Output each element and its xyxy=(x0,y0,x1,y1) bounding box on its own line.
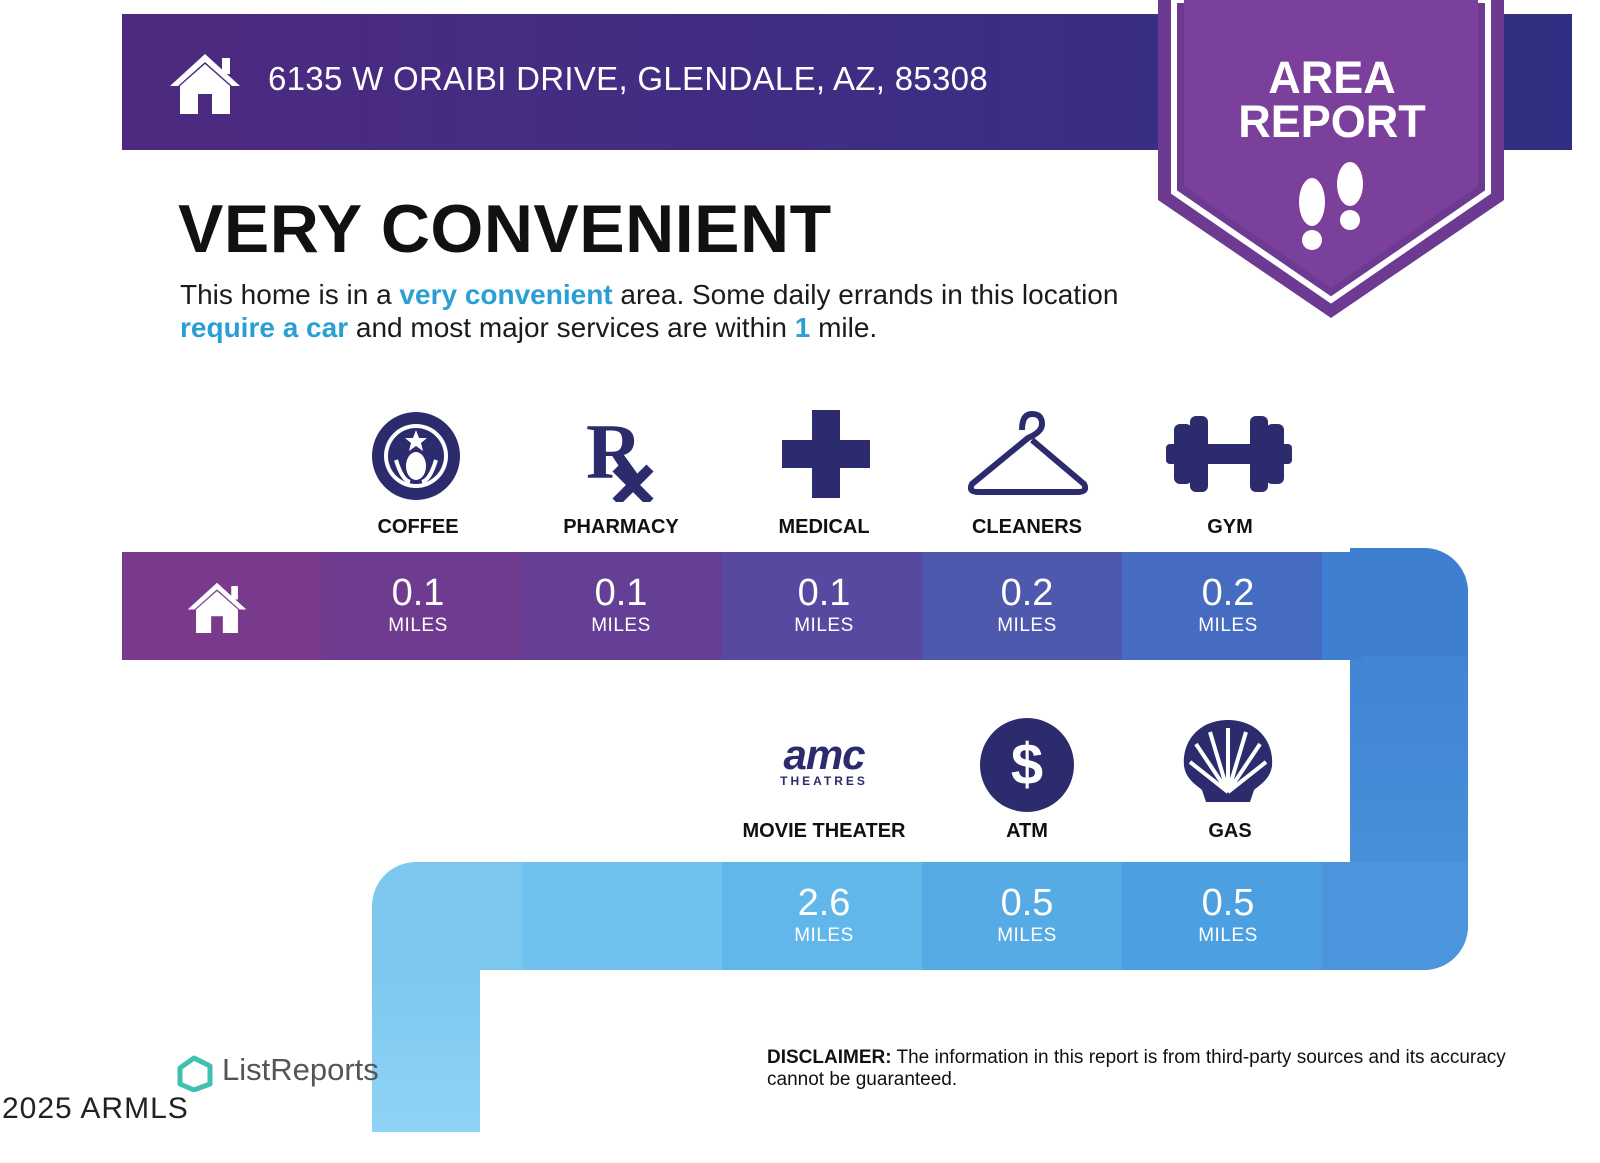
convenience-description: This home is in a very convenient area. … xyxy=(180,278,1180,344)
distance-cell xyxy=(722,862,922,970)
distance-value-gas: 0.5 xyxy=(1201,882,1255,924)
starbucks-logo-icon xyxy=(372,412,460,500)
rx-icon: R xyxy=(586,410,654,502)
footprints-icon xyxy=(1299,162,1363,250)
distance-unit: MILES xyxy=(388,615,448,636)
dollar-icon: $ xyxy=(980,718,1074,812)
area-report-title: AREA REPORT xyxy=(1172,52,1492,147)
convenience-rating: VERY CONVENIENT xyxy=(178,191,832,267)
badge-line1: AREA xyxy=(1268,52,1396,103)
hanger-icon xyxy=(967,411,1089,495)
distance-value-pharmacy: 0.1 xyxy=(594,572,648,614)
distance-cell xyxy=(922,862,1122,970)
distance-unit: MILES xyxy=(794,925,854,946)
distance-value-coffee: 0.1 xyxy=(391,572,445,614)
desc-highlight: 1 xyxy=(794,312,811,343)
distance-unit: MILES xyxy=(1198,925,1258,946)
disclaimer: DISCLAIMER: The information in this repo… xyxy=(767,1047,1527,1091)
area-report-badge xyxy=(1158,0,1504,318)
dumbbell-icon xyxy=(1166,416,1292,492)
home-icon xyxy=(170,54,240,114)
path-corner xyxy=(1350,548,1468,656)
disclaimer-label: DISCLAIMER: xyxy=(767,1047,892,1068)
distance-cell xyxy=(722,552,922,660)
amenity-label-gas: GAS xyxy=(1208,820,1252,842)
distance-cell xyxy=(1122,552,1322,660)
distance-cell xyxy=(522,552,722,660)
amenity-label-movie-theater: MOVIE THEATER xyxy=(742,820,906,842)
distance-value-cleaners: 0.2 xyxy=(1000,572,1054,614)
distance-value-gym: 0.2 xyxy=(1201,572,1255,614)
distance-unit: MILES xyxy=(997,925,1057,946)
medical-cross-icon xyxy=(782,410,870,498)
desc-highlight: very convenient xyxy=(399,279,613,310)
amenity-label-coffee: COFFEE xyxy=(377,516,459,538)
distance-cell xyxy=(922,552,1122,660)
amenity-label-gym: GYM xyxy=(1207,516,1253,538)
distance-unit: MILES xyxy=(1198,615,1258,636)
distance-cell xyxy=(322,552,522,660)
distance-cell xyxy=(1322,552,1362,660)
path-corner xyxy=(1322,862,1468,970)
desc-text: This home is in a xyxy=(180,279,400,310)
amenity-label-atm: ATM xyxy=(1006,820,1048,842)
badge-line2: REPORT xyxy=(1238,96,1426,147)
distance-value-atm: 0.5 xyxy=(1000,882,1054,924)
amenity-label-pharmacy: PHARMACY xyxy=(563,516,679,538)
distance-unit: MILES xyxy=(997,615,1057,636)
distance-value-medical: 0.1 xyxy=(797,572,851,614)
path-connector xyxy=(372,970,480,1132)
path-corner xyxy=(372,862,522,970)
amc-logo-text: amc xyxy=(783,731,865,778)
desc-text: and most major services are within xyxy=(348,312,795,343)
listreports-brand: ListReports xyxy=(222,1052,379,1087)
distance-unit: MILES xyxy=(591,615,651,636)
distance-value-movie-theater: 2.6 xyxy=(797,882,851,924)
distance-unit: MILES xyxy=(794,615,854,636)
desc-highlight: require a car xyxy=(180,312,349,343)
distance-cell xyxy=(522,862,722,970)
home-icon xyxy=(187,582,247,633)
distance-cell xyxy=(1122,862,1322,970)
amenity-label-medical: MEDICAL xyxy=(778,516,870,538)
amc-logo-subtext: THEATRES xyxy=(780,774,868,788)
property-address: 6135 W ORAIBI DRIVE, GLENDALE, AZ, 85308 xyxy=(268,60,988,97)
amenity-label-cleaners: CLEANERS xyxy=(971,516,1082,538)
disclaimer-text: The information in this report is from t… xyxy=(767,1047,1506,1090)
desc-text: mile. xyxy=(810,312,878,343)
desc-text: area. Some daily errands in this locatio… xyxy=(612,279,1119,310)
amc-theatres-logo-icon: amc THEATRES xyxy=(744,731,904,789)
copyright-watermark: 2025 ARMLS xyxy=(2,1092,189,1125)
listreports-logo-icon xyxy=(177,1055,213,1092)
shell-logo-icon xyxy=(1183,720,1273,802)
